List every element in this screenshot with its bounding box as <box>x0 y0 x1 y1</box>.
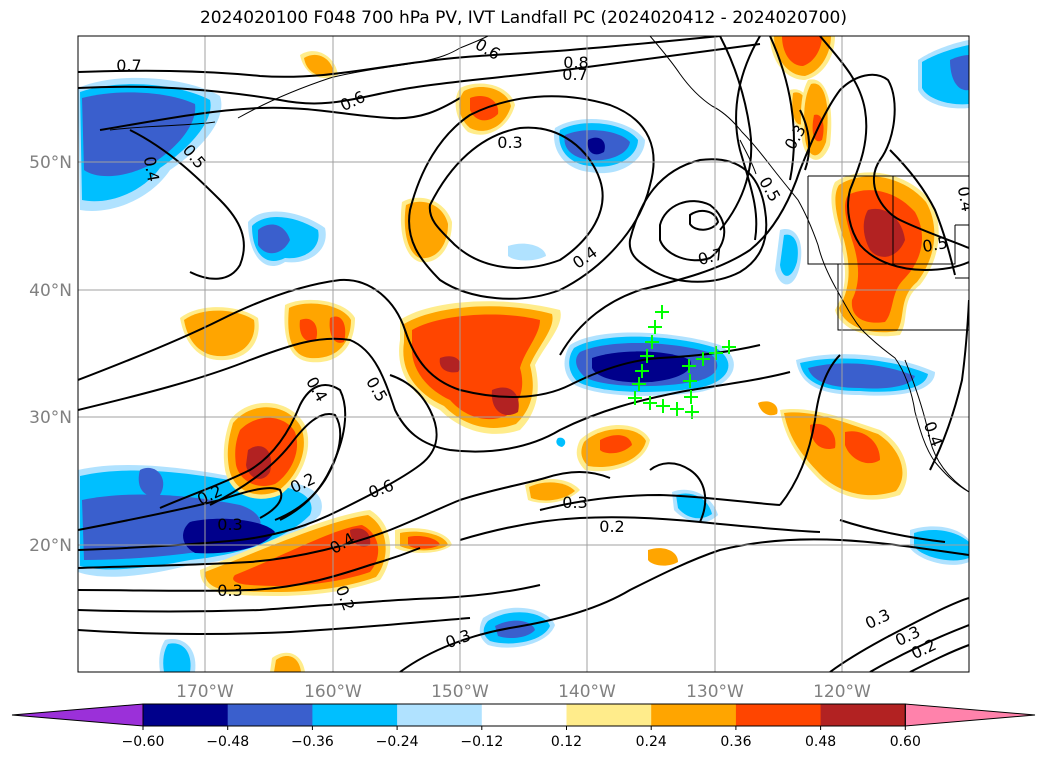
colorbar-extend-high <box>904 703 1036 727</box>
colorbar-segment <box>735 704 822 726</box>
colorbar-tick-label: −0.24 <box>376 734 419 750</box>
colorbar-tick-label: −0.60 <box>122 734 165 750</box>
contour-label: 0.4 <box>140 155 163 183</box>
coastlines <box>109 36 969 493</box>
colorbar-segment <box>312 704 398 726</box>
lat-tick: 20°N <box>29 536 72 556</box>
colorbar-segment <box>397 704 483 726</box>
lat-tick: 50°N <box>29 153 72 173</box>
contour-label: 0.2 <box>599 517 624 536</box>
lat-tick: 30°N <box>29 408 72 428</box>
lon-tick: 160°W <box>304 682 362 702</box>
contour-label: 0.3 <box>217 515 242 534</box>
colorbar-frame <box>142 703 906 727</box>
lon-tick: 120°W <box>813 682 871 702</box>
colorbar-tick-label: −0.12 <box>460 734 503 750</box>
colorbar-segment <box>481 704 567 726</box>
contour-label: 0.3 <box>497 133 522 152</box>
lat-tick-labels: 50°N 40°N 30°N 20°N <box>29 153 72 556</box>
map-panel: 0.7 0.6 0.8 0.7 0.6 0.5 0.4 0.3 0.4 0.7 … <box>78 36 977 672</box>
lon-tick: 150°W <box>431 682 489 702</box>
contour-label: 0.4 <box>954 185 977 213</box>
contour-label: 0.3 <box>562 493 587 512</box>
colorbar-segment <box>227 704 313 726</box>
colorbar-segment <box>566 704 652 726</box>
lon-tick: 170°W <box>176 682 234 702</box>
colorbar-tick-label: 0.36 <box>720 734 751 750</box>
landfall-markers <box>628 305 736 419</box>
contour-label: 0.3 <box>217 581 242 600</box>
contour-label: 0.7 <box>116 56 141 75</box>
colorbar-tick-label: 0.48 <box>805 734 836 750</box>
pv-contours <box>78 36 969 672</box>
graticule <box>78 36 969 672</box>
contour-label: 0.5 <box>921 233 949 256</box>
contour-label: 0.7 <box>562 65 587 84</box>
page-title: 2024020100 F048 700 hPa PV, IVT Landfall… <box>199 8 847 28</box>
lon-tick-labels: 170°W 160°W 150°W 140°W 130°W 120°W <box>176 682 871 702</box>
colorbar-tick-label: 0.24 <box>636 734 667 750</box>
contour-label: 0.8 <box>563 53 588 72</box>
colorbar-extend-low <box>11 703 144 727</box>
colorbar-tick-label: 0.12 <box>551 734 582 750</box>
map-frame <box>77 35 970 673</box>
colorbar-segment <box>820 704 906 726</box>
colorbar-tick-label: 0.60 <box>890 734 921 750</box>
lon-tick: 140°W <box>558 682 616 702</box>
colorbar-segment <box>143 704 229 726</box>
colorbar-tick-label: −0.48 <box>206 734 249 750</box>
lat-tick: 40°N <box>29 281 72 301</box>
colorbar: −0.60 −0.48 −0.36 −0.24 −0.12 0.12 0.24 0.36 0.4… <box>11 703 1036 750</box>
lon-tick: 130°W <box>686 682 744 702</box>
colorbar-tick-label: −0.36 <box>291 734 334 750</box>
colorbar-segment <box>651 704 737 726</box>
